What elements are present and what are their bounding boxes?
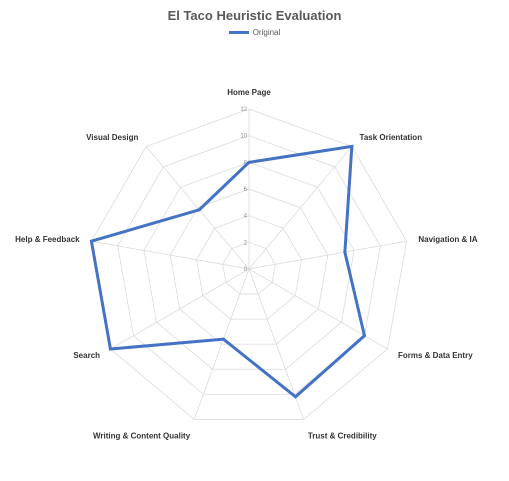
tick-label-8: 8 xyxy=(244,160,248,166)
spoke-7 xyxy=(110,268,250,350)
chart-title: El Taco Heuristic Evaluation xyxy=(167,8,342,23)
tick-label-6: 6 xyxy=(244,187,248,193)
tick-label-2: 2 xyxy=(244,240,248,246)
tick-label-12: 12 xyxy=(240,107,247,113)
category-label-help-feedback: Help & Feedback xyxy=(15,235,80,244)
grid-ring-12 xyxy=(91,108,407,420)
legend-swatch-original xyxy=(228,31,249,34)
spoke-4 xyxy=(248,268,388,350)
grid-ring-4 xyxy=(196,215,302,320)
spoke-3 xyxy=(248,240,407,270)
grid-ring-10 xyxy=(117,135,381,395)
data-point-1 xyxy=(247,160,251,164)
grid-ring-8 xyxy=(143,161,355,370)
category-label-navigation-ia: Navigation & IA xyxy=(418,235,477,244)
series-line-original xyxy=(89,144,367,399)
spoke-9 xyxy=(145,146,250,270)
spoke-2 xyxy=(248,146,353,270)
tick-label-10: 10 xyxy=(240,134,247,140)
data-point-8 xyxy=(89,239,93,243)
data-point-9 xyxy=(197,208,201,212)
series-layer xyxy=(89,144,367,399)
category-label-writing-content-quality: Writing & Content Quality xyxy=(93,432,191,441)
data-point-2 xyxy=(350,144,354,148)
label-layer: Home Page Task Orientation Navigation & IA… xyxy=(15,88,478,441)
category-label-visual-design: Visual Design xyxy=(86,133,138,142)
legend-label-original: Original xyxy=(252,28,281,37)
category-label-forms-data-entry: Forms & Data Entry xyxy=(398,351,473,360)
category-label-trust-credibility: Trust & Credibility xyxy=(308,432,377,441)
tick-layer: 0 2 4 6 8 10 12 xyxy=(240,107,247,273)
tick-label-4: 4 xyxy=(244,214,248,220)
grid-ring-6 xyxy=(169,188,329,345)
data-point-5 xyxy=(294,395,298,399)
grid-layer xyxy=(91,108,407,420)
category-label-home-page: Home Page xyxy=(227,88,271,97)
tick-label-0: 0 xyxy=(244,267,248,273)
legend: Original xyxy=(0,28,509,37)
data-point-4 xyxy=(362,334,366,338)
grid-ring-2 xyxy=(222,241,276,295)
data-point-7 xyxy=(108,347,112,351)
data-point-3 xyxy=(343,250,347,254)
data-point-6 xyxy=(221,337,225,341)
spoke-6 xyxy=(193,268,250,420)
category-label-search: Search xyxy=(73,351,100,360)
category-label-task-orientation: Task Orientation xyxy=(360,133,423,142)
spoke-8 xyxy=(91,240,250,270)
